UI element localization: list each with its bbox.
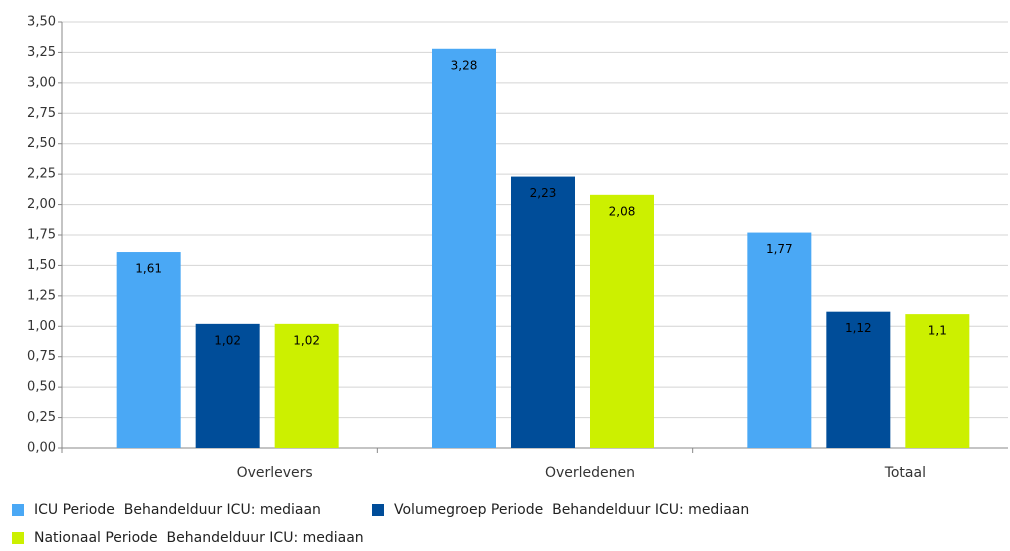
data-label: 2,23 (530, 186, 557, 200)
y-tick-label: 2,00 (27, 197, 56, 212)
bar (590, 194, 654, 448)
y-tick-label: 2,25 (27, 167, 56, 182)
data-label: 1,1 (928, 324, 947, 338)
y-tick-label: 3,25 (27, 45, 56, 60)
bar (905, 314, 970, 448)
bar (747, 232, 812, 448)
data-label: 1,77 (766, 242, 793, 256)
y-tick-label: 0,25 (27, 410, 56, 425)
y-tick-label: 3,50 (27, 15, 56, 30)
y-tick-label: 0,75 (27, 349, 56, 364)
bar (826, 311, 891, 448)
legend-swatch (12, 504, 24, 516)
y-tick-label: 0,50 (27, 380, 56, 395)
y-tick-label: 0,00 (27, 441, 56, 456)
y-tick-label: 1,00 (27, 319, 56, 334)
data-label: 1,61 (135, 262, 162, 276)
y-tick-label: 2,50 (27, 136, 56, 151)
y-tick-label: 1,25 (27, 288, 56, 303)
bar (195, 323, 260, 448)
legend-label: Nationaal Periode Behandelduur ICU: medi… (34, 530, 364, 546)
legend-swatch (12, 532, 24, 544)
bar (116, 252, 181, 448)
y-tick-label: 3,00 (27, 75, 56, 90)
x-tick-label: Overledenen (545, 465, 635, 481)
y-tick-label: 1,75 (27, 228, 56, 243)
data-label: 3,28 (451, 58, 478, 72)
bar (432, 48, 496, 449)
data-label: 1,12 (845, 321, 872, 335)
x-tick-label: Totaal (884, 465, 926, 481)
legend-label: Volumegroep Periode Behandelduur ICU: me… (394, 502, 749, 518)
data-label: 1,02 (214, 333, 241, 347)
y-tick-label: 1,50 (27, 258, 56, 273)
y-tick-label: 2,75 (27, 106, 56, 121)
legend-swatch (372, 504, 384, 516)
bar (511, 176, 575, 448)
bar (274, 323, 339, 448)
data-label: 2,08 (609, 204, 636, 218)
x-tick-label: Overlevers (237, 465, 313, 481)
legend-label: ICU Periode Behandelduur ICU: mediaan (34, 502, 321, 518)
data-label: 1,02 (293, 333, 320, 347)
